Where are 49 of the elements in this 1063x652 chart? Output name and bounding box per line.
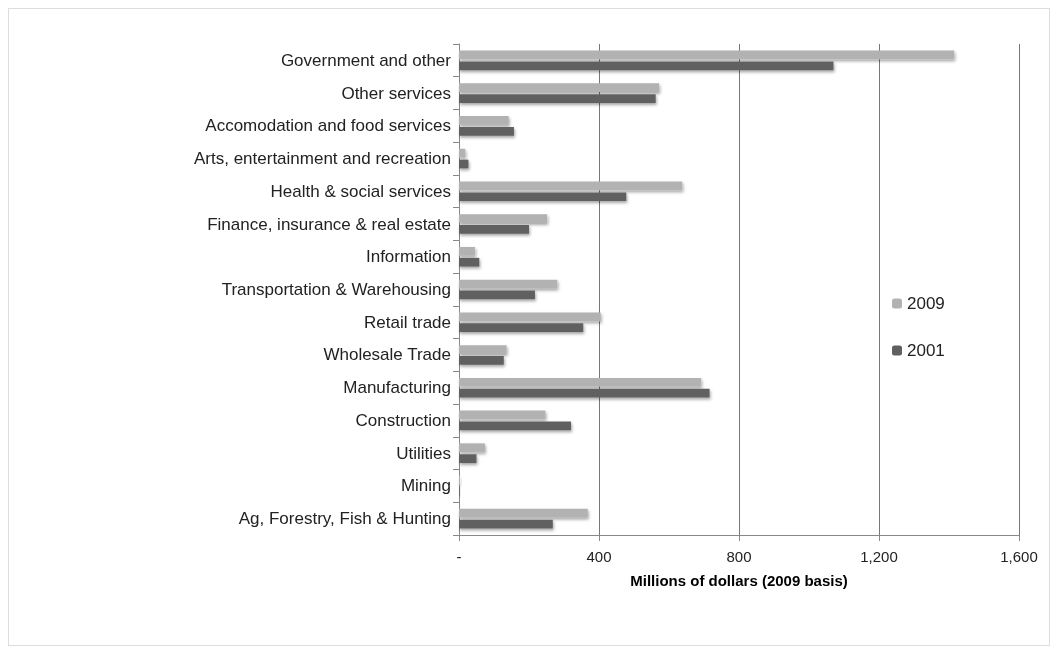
y-tick-label: Transportation & Warehousing [221, 280, 451, 299]
legend-label: 2001 [907, 341, 945, 360]
y-tick-label: Wholesale Trade [323, 345, 451, 365]
y-tick-label: Mining [400, 476, 451, 496]
bar [459, 50, 955, 60]
bar [459, 312, 601, 322]
bar [459, 246, 476, 256]
legend-label: 2009 [907, 294, 945, 313]
bar [459, 257, 480, 267]
bar [459, 454, 477, 463]
y-tick-label: Accomodation and food services [205, 116, 451, 136]
bar [459, 116, 509, 125]
bar [459, 388, 710, 398]
bar [459, 94, 656, 103]
bar [459, 508, 588, 518]
bar [459, 192, 627, 202]
x-tick-label: 1,600 [1000, 548, 1038, 565]
bar [459, 356, 504, 365]
y-tick-label: Other services [341, 83, 451, 103]
y-tick-label: Government and other [280, 50, 452, 70]
bar [459, 83, 660, 93]
y-tick-label: Utilities [396, 443, 451, 463]
bar [459, 126, 514, 136]
x-axis-title: Millions of dollars (2009 basis) [630, 572, 848, 589]
bar [459, 225, 529, 234]
bar [459, 443, 485, 453]
y-tick-label: Finance, insurance & real estate [207, 214, 451, 234]
bar [459, 410, 546, 420]
y-tick-label: Manufacturing [343, 378, 451, 398]
y-tick-label: Retail trade [364, 312, 451, 332]
x-tick-label: 1,200 [860, 548, 898, 565]
x-tick-label: 800 [726, 548, 752, 565]
bar [459, 214, 548, 223]
bar [459, 377, 702, 387]
y-tick-label: Arts, entertainment and recreation [193, 149, 451, 169]
y-tick-label: Health & social services [270, 181, 451, 201]
x-tick-label: - [456, 548, 462, 565]
bar [459, 323, 584, 333]
y-tick-label: Ag, Forestry, Fish & Hunting [238, 509, 451, 529]
bar [459, 181, 683, 191]
y-tick-label: Information [365, 247, 451, 267]
bar [459, 421, 571, 431]
bar [459, 345, 507, 354]
bar [459, 61, 834, 71]
y-tick-label: Construction [355, 410, 451, 430]
bar [459, 519, 553, 529]
bar [459, 290, 535, 300]
x-tick-label: 400 [586, 548, 612, 565]
bar [459, 279, 558, 289]
